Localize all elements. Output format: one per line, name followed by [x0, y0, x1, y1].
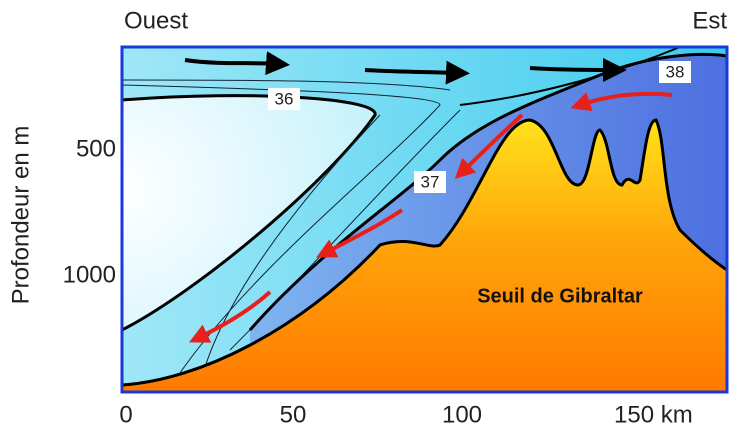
- surface-flow: [184, 51, 627, 85]
- label-box: [414, 171, 446, 193]
- x-tick-label: 150 km: [614, 401, 693, 428]
- isohaline-label: 37: [421, 172, 440, 191]
- west-label: Ouest: [124, 7, 188, 34]
- atlantic-lens: [120, 94, 377, 333]
- x-tick-label: 0: [119, 401, 132, 428]
- label-box: [659, 61, 691, 83]
- frame: [120, 45, 729, 394]
- x-tick-label: 100: [442, 401, 482, 428]
- interface-line: [459, 46, 681, 106]
- isohaline-label: 36: [275, 89, 294, 108]
- east-label: Est: [692, 7, 727, 34]
- label-box: [268, 88, 300, 110]
- isohaline-lines: [121, 79, 461, 386]
- isohaline-labels: 36 37 38: [268, 61, 691, 193]
- outflow: [188, 91, 673, 343]
- y-tick-label: 1000: [63, 261, 116, 288]
- isohaline-label: 38: [666, 62, 685, 81]
- sill: [120, 118, 729, 394]
- feature-label: Seuil de Gibraltar: [477, 285, 643, 307]
- y-tick-label: 500: [76, 135, 116, 162]
- x-tick-label: 50: [280, 401, 307, 428]
- y-axis-title: Profondeur en m: [7, 126, 34, 305]
